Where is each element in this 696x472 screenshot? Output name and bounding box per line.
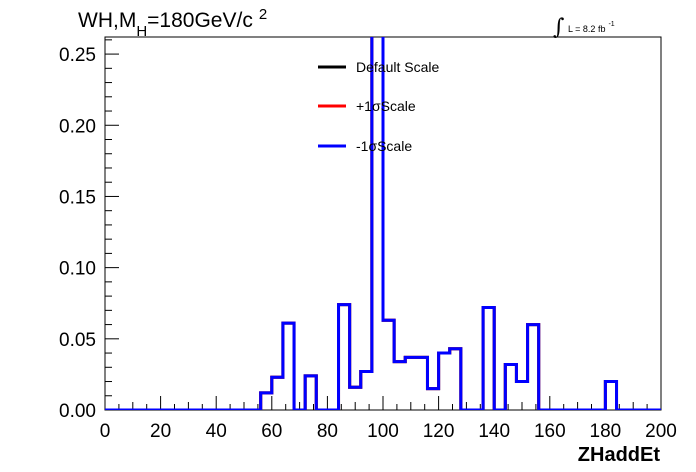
legend: Default Scale +1σScale -1σScale bbox=[318, 59, 439, 154]
x-tick-label: 20 bbox=[150, 421, 171, 442]
x-tick-label: 200 bbox=[645, 421, 677, 442]
x-axis: 0 20 40 60 80 100 120 140 160 180 200 bbox=[100, 396, 677, 442]
y-tick-label: 0.00 bbox=[59, 401, 96, 422]
y-tick-label: 0.10 bbox=[59, 259, 96, 280]
x-tick-label: 80 bbox=[317, 421, 338, 442]
y-tick-label: 0.25 bbox=[59, 45, 96, 66]
x-tick-label: 100 bbox=[367, 421, 399, 442]
x-tick-label: 40 bbox=[206, 421, 227, 442]
y-tick-label: 0.20 bbox=[59, 116, 96, 137]
legend-label-plus1sigma: +1σScale bbox=[356, 98, 416, 114]
x-tick-label: 60 bbox=[261, 421, 282, 442]
series-layer bbox=[105, 37, 661, 410]
x-axis-label: ZHaddEt bbox=[578, 444, 661, 466]
y-axis: 0.00 0.05 0.10 0.15 0.20 0.25 bbox=[59, 39, 119, 422]
y-tick-label: 0.15 bbox=[59, 187, 96, 208]
legend-label-default: Default Scale bbox=[356, 59, 439, 75]
x-tick-label: 120 bbox=[423, 421, 455, 442]
y-tick-label: 0.05 bbox=[59, 330, 96, 351]
luminosity-label: ∫ L = 8.2 fb -1 bbox=[553, 15, 615, 40]
integral-symbol: ∫ bbox=[553, 15, 565, 40]
luminosity-text: L = 8.2 fb -1 bbox=[568, 21, 615, 34]
x-tick-label: 180 bbox=[590, 421, 622, 442]
x-tick-label: 140 bbox=[478, 421, 510, 442]
x-tick-label: 160 bbox=[534, 421, 566, 442]
chart-title: WH,MH=180GeV/c 2 bbox=[78, 6, 267, 40]
legend-label-minus1sigma: -1σScale bbox=[356, 138, 412, 154]
x-tick-label: 0 bbox=[100, 421, 111, 442]
series-line-2 bbox=[105, 37, 661, 410]
